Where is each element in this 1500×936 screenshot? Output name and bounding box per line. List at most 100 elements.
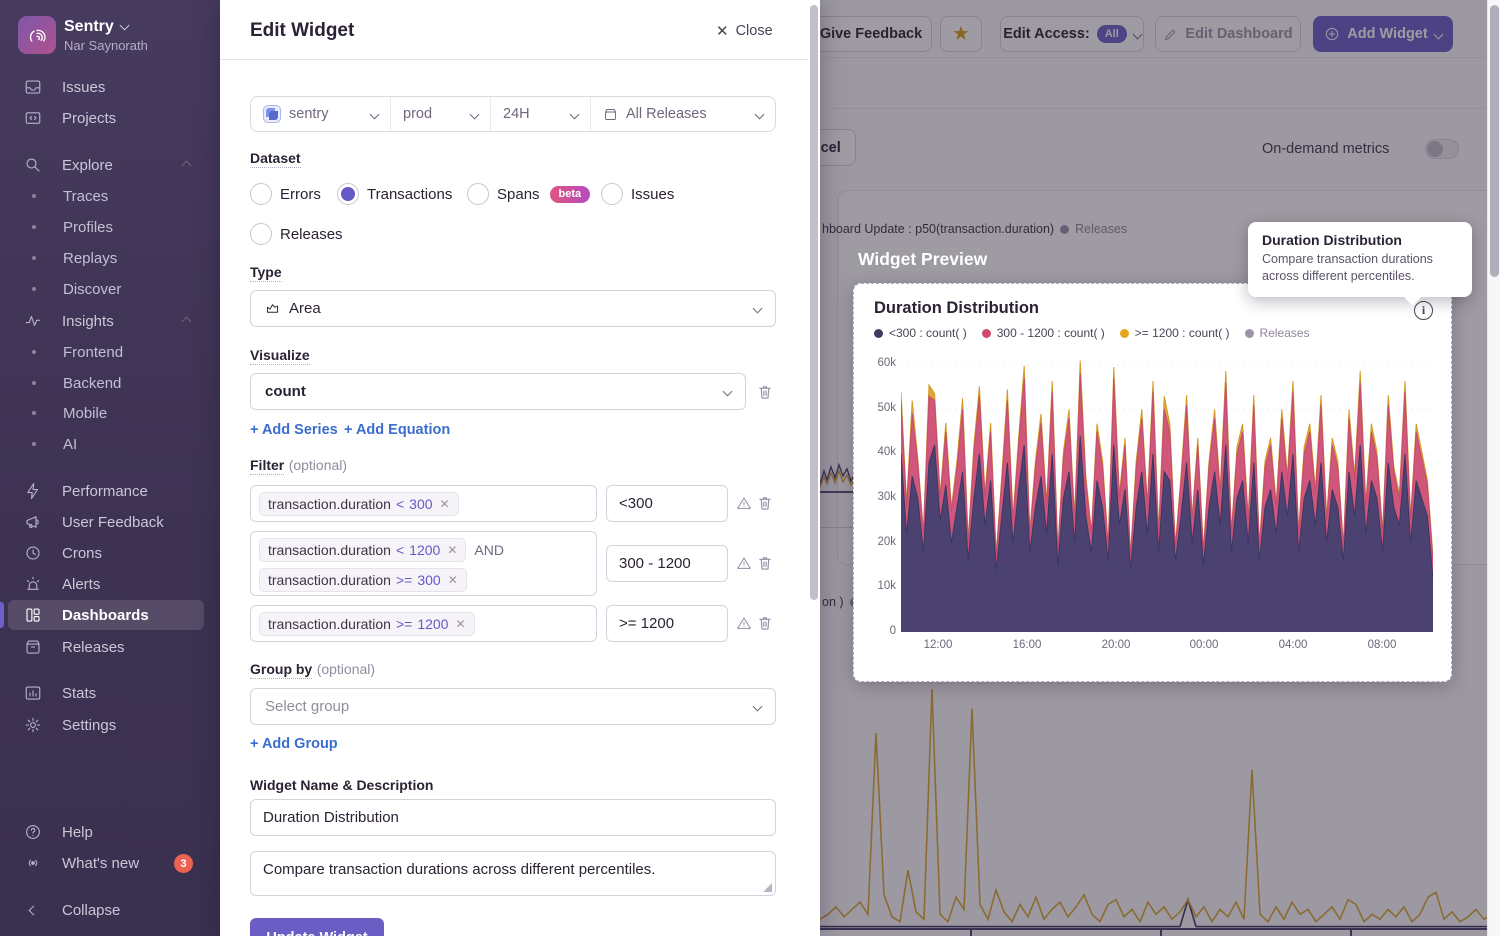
page-scrollbar-thumb[interactable] xyxy=(1489,5,1499,277)
sidebar-item-alerts[interactable]: Alerts xyxy=(8,569,204,599)
sidebar-item-user-feedback[interactable]: User Feedback xyxy=(8,507,204,537)
group-by-select[interactable]: Select group xyxy=(250,688,776,725)
chevron-up-icon[interactable] xyxy=(181,316,192,326)
widget-name-input[interactable]: Duration Distribution xyxy=(250,799,776,836)
trash-icon[interactable] xyxy=(756,614,774,632)
sidebar-item-mobile[interactable]: Mobile xyxy=(8,398,204,428)
sidebar-item-frontend[interactable]: Frontend xyxy=(8,337,204,367)
filter-alias-input[interactable]: <300 xyxy=(606,485,728,522)
give-feedback-button[interactable]: Give Feedback xyxy=(820,16,932,52)
chevron-down-icon xyxy=(469,109,480,119)
sidebar-item-backend[interactable]: Backend xyxy=(8,368,204,398)
sidebar-item-dashboards[interactable]: Dashboards xyxy=(8,600,204,630)
bullet-icon xyxy=(32,381,36,385)
sidebar-collapse-button[interactable]: Collapse xyxy=(8,895,204,925)
trash-icon[interactable] xyxy=(756,494,774,512)
archive-box-icon xyxy=(605,108,616,120)
sidebar-item-discover[interactable]: Discover xyxy=(8,274,204,304)
modal-scrollbar[interactable] xyxy=(808,0,820,936)
add-widget-button[interactable]: Add Widget xyxy=(1313,16,1453,52)
project-select[interactable]: sentry xyxy=(251,97,391,131)
search-icon xyxy=(24,156,42,174)
trash-icon[interactable] xyxy=(756,383,774,401)
legend-item[interactable]: <300 : count( ) xyxy=(874,326,967,340)
filter-token[interactable]: transaction.duration >= 1200 ✕ xyxy=(259,612,475,636)
sidebar-item-profiles[interactable]: Profiles xyxy=(8,212,204,242)
legend-item[interactable]: >= 1200 : count( ) xyxy=(1119,326,1230,340)
radio-icon xyxy=(601,183,623,205)
filter-token[interactable]: transaction.duration <300 ✕ xyxy=(259,492,459,516)
add-group-link[interactable]: + Add Group xyxy=(250,736,338,752)
x-axis-tick: 08:00 xyxy=(1367,639,1397,651)
widget-name-label: Widget Name & Description xyxy=(250,777,434,793)
bullet-icon xyxy=(32,256,36,260)
sentry-logo[interactable] xyxy=(18,16,56,54)
radio-errors[interactable]: Errors xyxy=(250,183,321,205)
filter-search-input[interactable]: transaction.duration >= 1200 ✕ xyxy=(250,605,597,642)
sidebar-item-insights[interactable]: Insights xyxy=(8,306,204,336)
cancel-button[interactable]: Cancel xyxy=(820,129,856,166)
chevron-down-icon xyxy=(752,701,763,712)
bullet-icon xyxy=(32,442,36,446)
sidebar-item-help[interactable]: Help xyxy=(8,817,204,847)
filter-search-input[interactable]: transaction.duration <300 ✕ xyxy=(250,485,597,522)
edit-access-button[interactable]: Edit Access: All xyxy=(1000,16,1144,52)
remove-token-icon[interactable]: ✕ xyxy=(447,573,458,587)
sidebar-item-issues[interactable]: Issues xyxy=(8,72,204,102)
sidebar-item-whats-new[interactable]: What's new xyxy=(8,848,204,878)
remove-token-icon[interactable]: ✕ xyxy=(447,543,458,557)
sidebar-item-releases[interactable]: Releases xyxy=(8,632,204,662)
widget-preview-heading: Widget Preview xyxy=(858,249,988,269)
time-range-select[interactable]: 24H xyxy=(491,97,591,131)
chevron-up-icon[interactable] xyxy=(181,160,192,170)
radio-spans[interactable]: Spans beta xyxy=(467,183,591,205)
filter-alias-input[interactable]: >= 1200 xyxy=(606,605,728,642)
remove-token-icon[interactable]: ✕ xyxy=(455,617,466,631)
radio-transactions[interactable]: Transactions xyxy=(337,183,452,205)
filter-token[interactable]: transaction.duration <1200 ✕ xyxy=(259,538,467,562)
widget-description-textarea[interactable]: Compare transaction durations across dif… xyxy=(250,851,776,896)
legend-item[interactable]: 300 - 1200 : count( ) xyxy=(981,326,1105,340)
add-series-link[interactable]: + Add Series xyxy=(250,422,338,438)
visualize-select[interactable]: count xyxy=(250,373,746,410)
favorite-star-button[interactable]: ★ xyxy=(940,16,982,52)
update-widget-button[interactable]: Update Widget xyxy=(250,918,384,936)
sidebar-item-projects[interactable]: Projects xyxy=(8,103,204,133)
resize-handle-icon[interactable] xyxy=(763,883,772,892)
sidebar-item-explore[interactable]: Explore xyxy=(8,150,204,180)
sidebar-item-replays[interactable]: Replays xyxy=(8,243,204,273)
trash-icon[interactable] xyxy=(756,554,774,572)
add-equation-link[interactable]: + Add Equation xyxy=(344,422,451,438)
filter-alias-input[interactable]: 300 - 1200 xyxy=(606,545,728,582)
page-scrollbar[interactable] xyxy=(1487,0,1500,936)
legend-dot-icon xyxy=(981,328,991,338)
modal-scrollbar-thumb[interactable] xyxy=(810,5,818,600)
close-button[interactable]: ✕ Close xyxy=(716,23,773,40)
radio-icon xyxy=(250,223,272,245)
info-icon[interactable]: i xyxy=(1414,301,1433,320)
remove-token-icon[interactable]: ✕ xyxy=(439,497,450,511)
releases-select[interactable]: All Releases xyxy=(591,97,775,131)
filter-token[interactable]: transaction.duration >= 300 ✕ xyxy=(259,568,467,592)
access-all-pill: All xyxy=(1096,25,1127,43)
type-select[interactable]: Area xyxy=(250,290,776,327)
chevron-left-icon xyxy=(24,901,42,919)
sidebar-item-crons[interactable]: Crons xyxy=(8,538,204,568)
org-switcher[interactable]: Sentry xyxy=(64,18,130,36)
radio-icon xyxy=(250,183,272,205)
legend-item[interactable]: Releases xyxy=(1244,326,1310,340)
sidebar-item-settings[interactable]: Settings xyxy=(8,710,204,740)
sidebar-item-performance[interactable]: Performance xyxy=(8,476,204,506)
widget-preview-card: Duration Distribution i <300 : count( ) … xyxy=(853,283,1452,682)
sidebar-item-traces[interactable]: Traces xyxy=(8,181,204,211)
on-demand-metrics-toggle[interactable] xyxy=(1425,139,1459,159)
radio-issues[interactable]: Issues xyxy=(601,183,674,205)
sidebar-item-ai[interactable]: AI xyxy=(8,429,204,459)
filter-search-input[interactable]: transaction.duration <1200 ✕ AND transacti… xyxy=(250,531,597,596)
chevron-down-icon xyxy=(369,109,380,119)
environment-select[interactable]: prod xyxy=(391,97,491,131)
edit-dashboard-button[interactable]: Edit Dashboard xyxy=(1155,16,1301,52)
beta-badge: beta xyxy=(549,185,591,203)
sidebar-item-stats[interactable]: Stats xyxy=(8,678,204,708)
radio-releases[interactable]: Releases xyxy=(250,223,343,245)
